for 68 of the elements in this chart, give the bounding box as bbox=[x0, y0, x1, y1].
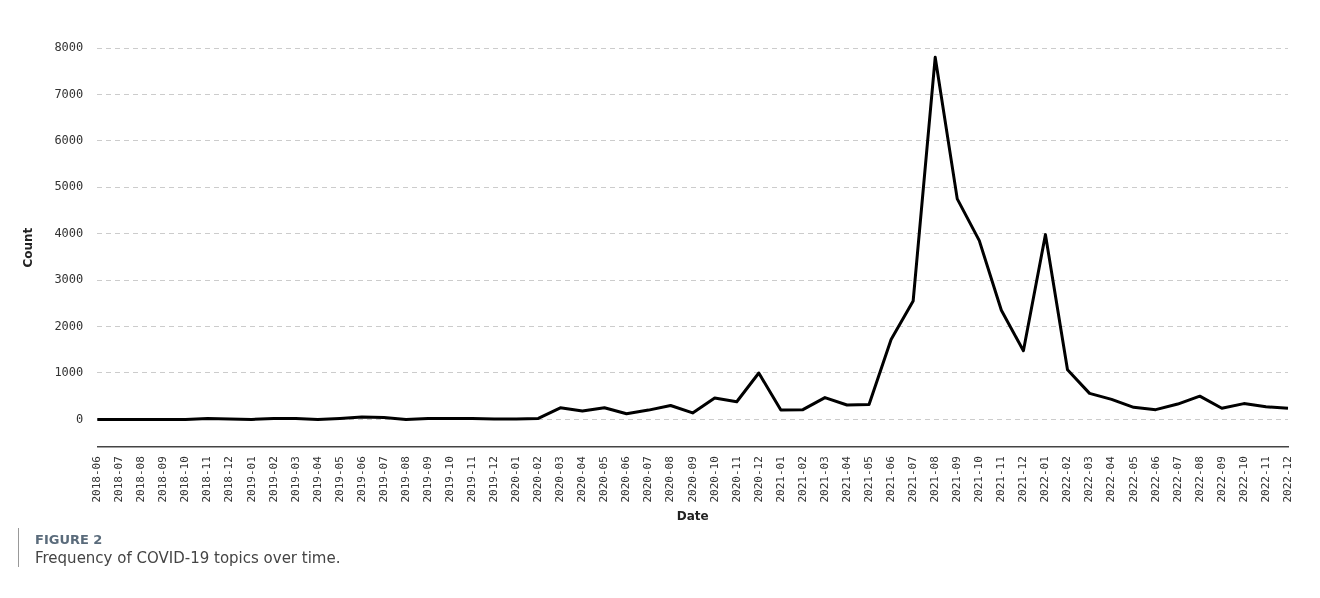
x-tick-label: 2021-01 bbox=[773, 456, 787, 503]
x-tick-label: 2022-11 bbox=[1258, 456, 1272, 503]
x-tick-label: 2020-10 bbox=[707, 456, 721, 503]
x-tick-label: 2020-12 bbox=[751, 456, 765, 503]
x-tick-label: 2020-11 bbox=[729, 456, 743, 503]
x-tick-label: 2018-07 bbox=[112, 456, 126, 503]
x-tick-label: 2019-02 bbox=[266, 456, 280, 503]
x-tick-label: 2022-10 bbox=[1236, 456, 1250, 503]
y-tick-label: 6000 bbox=[54, 132, 84, 147]
x-tick-label: 2020-04 bbox=[575, 455, 589, 503]
x-tick-label: 2019-07 bbox=[376, 456, 390, 503]
x-tick-label: 2018-09 bbox=[156, 456, 170, 503]
y-tick-label: 7000 bbox=[54, 86, 84, 101]
x-tick-label: 2020-08 bbox=[663, 456, 677, 503]
x-tick-label: 2018-08 bbox=[134, 456, 148, 503]
x-tick-label: 2022-01 bbox=[1038, 456, 1052, 503]
x-tick-label: 2020-09 bbox=[685, 456, 699, 503]
y-tick-label: 3000 bbox=[54, 272, 84, 287]
x-tick-label: 2020-02 bbox=[531, 456, 545, 503]
x-tick-label: 2022-08 bbox=[1192, 456, 1206, 503]
x-tick-label: 2021-12 bbox=[1016, 456, 1030, 503]
y-tick-label: 8000 bbox=[54, 40, 84, 55]
y-tick-label: 4000 bbox=[54, 225, 84, 240]
x-tick-label: 2022-05 bbox=[1126, 456, 1140, 503]
x-tick-label: 2019-12 bbox=[487, 456, 501, 503]
x-tick-label: 2019-10 bbox=[442, 456, 456, 503]
text: FIGURE 2 bbox=[35, 532, 104, 547]
x-tick-label: 2021-06 bbox=[883, 456, 897, 503]
x-tick-label: 2021-03 bbox=[817, 456, 831, 503]
x-tick-label: 2020-05 bbox=[597, 456, 611, 503]
x-tick-label: 2019-05 bbox=[332, 456, 346, 503]
x-tick-label: 2019-11 bbox=[465, 456, 479, 503]
x-tick-label: 2018-10 bbox=[178, 456, 192, 503]
x-tick-label: 2021-07 bbox=[906, 456, 920, 503]
x-tick-label: 2021-08 bbox=[928, 456, 942, 503]
text: Frequency of COVID-19 topics over time. bbox=[35, 549, 342, 567]
x-tick-label: 2022-04 bbox=[1104, 455, 1118, 503]
x-tick-label: 2019-06 bbox=[354, 456, 368, 503]
x-tick-label: 2021-10 bbox=[972, 456, 986, 503]
x-tick-label: 2019-08 bbox=[398, 456, 412, 503]
x-tick-label: 2022-12 bbox=[1280, 456, 1294, 503]
x-tick-label: 2019-09 bbox=[420, 456, 434, 503]
x-tick-label: 2020-01 bbox=[509, 456, 523, 503]
x-tick-label: 2022-03 bbox=[1082, 456, 1096, 503]
y-tick-label: 0 bbox=[76, 411, 84, 426]
y-tick-label: 5000 bbox=[54, 179, 84, 194]
x-tick-label: 2022-09 bbox=[1214, 456, 1228, 503]
x-tick-label: 2020-07 bbox=[641, 456, 655, 503]
x-tick-label: 2021-11 bbox=[994, 456, 1008, 503]
y-axis-title: Count bbox=[21, 227, 36, 268]
x-tick-label: 2021-05 bbox=[861, 456, 875, 503]
x-tick-label: 2022-06 bbox=[1148, 456, 1162, 503]
x-axis-title: Date bbox=[676, 508, 709, 523]
x-tick-label: 2018-11 bbox=[200, 456, 214, 503]
x-tick-label: 2019-03 bbox=[288, 456, 302, 503]
x-tick-label: 2021-09 bbox=[950, 456, 964, 503]
x-tick-label: 2019-01 bbox=[244, 456, 258, 503]
x-tick-label: 2018-06 bbox=[90, 456, 104, 503]
x-tick-label: 2022-02 bbox=[1060, 456, 1074, 503]
x-tick-label: 2020-03 bbox=[553, 456, 567, 503]
x-tick-label: 2019-04 bbox=[310, 455, 324, 503]
y-tick-label: 2000 bbox=[54, 318, 84, 333]
x-tick-label: 2021-02 bbox=[795, 456, 809, 503]
x-tick-label: 2021-04 bbox=[839, 455, 853, 503]
x-tick-label: 2018-12 bbox=[222, 456, 236, 503]
x-tick-label: 2020-06 bbox=[619, 456, 633, 503]
x-tick-label: 2022-07 bbox=[1170, 456, 1184, 503]
y-tick-label: 1000 bbox=[54, 365, 84, 380]
